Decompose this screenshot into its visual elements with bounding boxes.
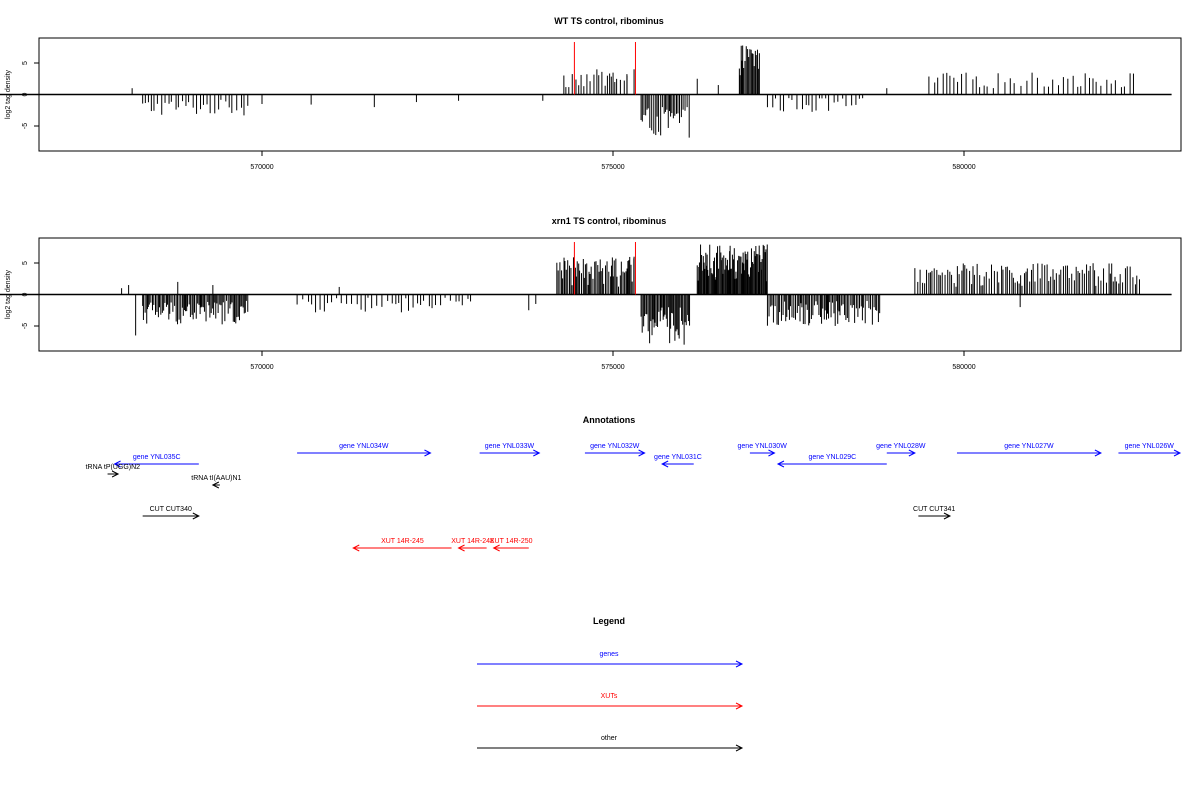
annotation-arrow — [113, 460, 199, 468]
xrn1-track-title: xrn1 TS control, ribominus — [552, 216, 667, 226]
annotation-label: gene YNL029C — [809, 454, 857, 461]
legend-items: genes XUTs other — [477, 651, 744, 752]
annotation-arrow — [956, 449, 1103, 457]
annotation-label: CUT CUT340 — [150, 506, 192, 513]
annotation-arrow — [886, 449, 916, 457]
x-tick-label: 575000 — [601, 364, 624, 371]
x-tick-label: 580000 — [952, 364, 975, 371]
annotation-arrow — [918, 512, 952, 520]
xrn1-density-bars — [0, 244, 1172, 345]
legend-panel: Legend genes XUTs other — [477, 616, 744, 752]
annotation-arrow — [211, 481, 220, 489]
legend-arrow-xuts — [477, 702, 744, 710]
x-tick-label: 570000 — [250, 364, 273, 371]
annotation-label: tRNA tP(UGG)N2 — [86, 464, 141, 471]
y-tick-label: 5 — [22, 261, 29, 265]
annotation-label: XUT 14R-245 — [381, 538, 424, 545]
annotation-arrow — [776, 460, 887, 468]
y-tick-label: 5 — [22, 61, 29, 65]
annotation-label: gene YNL033W — [485, 443, 535, 450]
wt-x-axis: 570000 575000 580000 — [250, 151, 976, 171]
y-tick-label: -5 — [22, 323, 29, 329]
annotation-label: gene YNL035C — [133, 454, 181, 461]
wt-track-title: WT TS control, ribominus — [554, 16, 664, 26]
annotation-arrow — [584, 449, 646, 457]
x-tick-label: 570000 — [250, 164, 273, 171]
annotation-arrow — [297, 449, 432, 457]
annotation-arrow — [142, 512, 200, 520]
annotation-label: gene YNL034W — [339, 443, 389, 450]
annotation-arrow — [661, 460, 694, 468]
annotation-arrow — [107, 470, 120, 478]
annotation-label: tRNA tI(AAU)N1 — [191, 475, 241, 482]
legend-label: XUTs — [601, 693, 618, 700]
annotation-label: XUT 14R-248 — [451, 538, 494, 545]
annotation-features: gene YNL035C gene YNL034W gene YNL033W gene… — [86, 443, 1182, 552]
annotation-arrow — [479, 449, 541, 457]
y-tick-label: -5 — [22, 123, 29, 129]
xrn1-red-markers — [573, 242, 636, 295]
x-tick-label: 580000 — [952, 164, 975, 171]
legend-label: other — [601, 735, 618, 742]
annotation-label: gene YNL032W — [590, 443, 640, 450]
legend-label: genes — [599, 651, 619, 658]
legend-title: Legend — [593, 616, 625, 626]
annotation-arrow — [1118, 449, 1182, 457]
annotations-title: Annotations — [583, 415, 636, 425]
annotation-label: gene YNL028W — [876, 443, 926, 450]
wt-density-bars — [0, 45, 1172, 138]
xrn1-x-axis: 570000 575000 580000 — [250, 351, 976, 371]
annotation-arrow — [492, 544, 529, 552]
annotation-label: gene YNL027W — [1004, 443, 1054, 450]
annotation-arrow — [352, 544, 452, 552]
wt-red-markers — [573, 42, 636, 95]
wt-track-panel: WT TS control, ribominus log2 tag densit… — [0, 16, 1182, 171]
annotation-label: gene YNL026W — [1125, 443, 1175, 450]
legend-arrow-genes — [477, 660, 744, 668]
annotation-label: gene YNL030W — [738, 443, 788, 450]
annotation-label: XUT 14R-250 — [490, 538, 533, 545]
legend-arrow-other — [477, 744, 744, 752]
annotation-arrow — [749, 449, 776, 457]
xrn1-track-panel: xrn1 TS control, ribominus log2 tag dens… — [0, 216, 1182, 371]
annotation-arrow — [457, 544, 487, 552]
x-tick-label: 575000 — [601, 164, 624, 171]
annotation-label: CUT CUT341 — [913, 506, 955, 513]
annotation-label: gene YNL031C — [654, 454, 702, 461]
